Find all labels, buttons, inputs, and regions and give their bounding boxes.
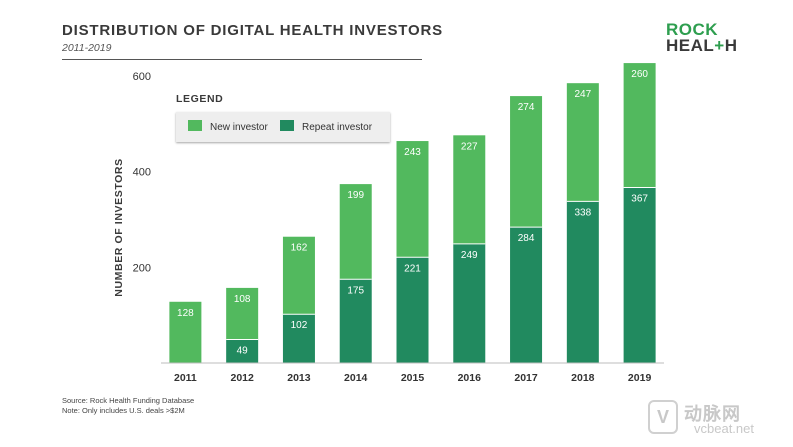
bar-repeat-2012: [226, 339, 259, 363]
logo-line-1: ROCK: [666, 20, 719, 39]
data-label-new-2011: 128: [177, 308, 194, 319]
scope-note: Note: Only includes U.S. deals >$2M: [62, 406, 185, 415]
x-tick-label-2018: 2018: [571, 372, 595, 384]
y-tick-label-400: 400: [133, 167, 151, 179]
data-label-new-2017: 274: [518, 102, 535, 113]
bar-new-2017: [510, 96, 543, 228]
bar-repeat-2016: [453, 243, 486, 363]
watermark-text: 动脉网: [684, 404, 741, 424]
data-label-new-2014: 199: [347, 190, 364, 201]
data-label-repeat-2018: 338: [574, 207, 591, 218]
vcbeat-logo-icon: V: [648, 400, 678, 434]
vcbeat-watermark: V 动脉网 vcbeat.net: [648, 398, 778, 438]
x-tick-label-2011: 2011: [174, 372, 197, 384]
legend: LEGEND New investor Repeat investor: [170, 88, 390, 146]
logo-line-2: HEAL+H: [666, 36, 738, 55]
bar-repeat-2014: [339, 279, 372, 363]
data-label-new-2019: 260: [631, 69, 648, 80]
x-tick-label-2019: 2019: [628, 372, 652, 384]
legend-swatch-new-investor: [188, 120, 202, 131]
y-axis-title: NUMBER OF INVESTORS: [113, 158, 125, 296]
x-tick-label-2015: 2015: [401, 372, 425, 384]
data-label-repeat-2014: 175: [347, 285, 364, 296]
bar-new-2011: [169, 301, 202, 363]
data-label-repeat-2016: 249: [461, 250, 478, 261]
x-tick-label-2016: 2016: [458, 372, 482, 384]
data-label-new-2016: 227: [461, 141, 478, 152]
bar-new-2012: [226, 287, 259, 340]
bar-new-2016: [453, 135, 486, 244]
y-tick-label-600: 600: [133, 71, 151, 83]
legend-item-new-investor: New investor: [188, 120, 268, 133]
bar-new-2013: [282, 236, 315, 315]
bar-new-2014: [339, 184, 372, 280]
x-tick-label-2012: 2012: [230, 372, 254, 384]
data-label-repeat-2017: 284: [518, 233, 535, 244]
legend-title: LEGEND: [176, 93, 224, 105]
chart-title: DISTRIBUTION OF DIGITAL HEALTH INVESTORS: [62, 22, 443, 39]
data-label-new-2015: 243: [404, 147, 421, 158]
chart-subtitle: 2011-2019: [62, 42, 112, 54]
bar-repeat-2015: [396, 257, 429, 363]
legend-box: New investor Repeat investor: [176, 112, 390, 142]
source-note: Source: Rock Health Funding Database: [62, 396, 195, 405]
bar-repeat-2017: [510, 227, 543, 363]
footnote: Source: Rock Health Funding Database Not…: [62, 396, 194, 416]
data-label-new-2012: 108: [234, 294, 251, 305]
data-label-new-2013: 162: [291, 243, 308, 254]
bar-repeat-2018: [566, 201, 599, 363]
legend-item-repeat-investor: Repeat investor: [280, 120, 372, 133]
y-tick-label-200: 200: [133, 262, 151, 274]
data-label-repeat-2013: 102: [291, 320, 308, 331]
data-label-new-2018: 247: [574, 89, 591, 100]
bar-new-2015: [396, 141, 429, 258]
bar-repeat-2019: [623, 187, 656, 363]
data-label-repeat-2015: 221: [404, 263, 421, 274]
watermark-url: vcbeat.net: [694, 421, 754, 436]
x-tick-label-2013: 2013: [287, 372, 311, 384]
bar-new-2018: [566, 83, 599, 202]
rock-health-logo: ROCK HEAL+H: [666, 20, 738, 55]
x-tick-label-2017: 2017: [514, 372, 538, 384]
title-divider: [62, 59, 422, 60]
bar-repeat-2013: [282, 314, 315, 363]
bar-new-2019: [623, 63, 656, 188]
x-tick-label-2014: 2014: [344, 372, 368, 384]
data-label-repeat-2019: 367: [631, 193, 648, 204]
data-label-repeat-2012: 49: [237, 346, 249, 357]
legend-swatch-repeat-investor: [280, 120, 294, 131]
